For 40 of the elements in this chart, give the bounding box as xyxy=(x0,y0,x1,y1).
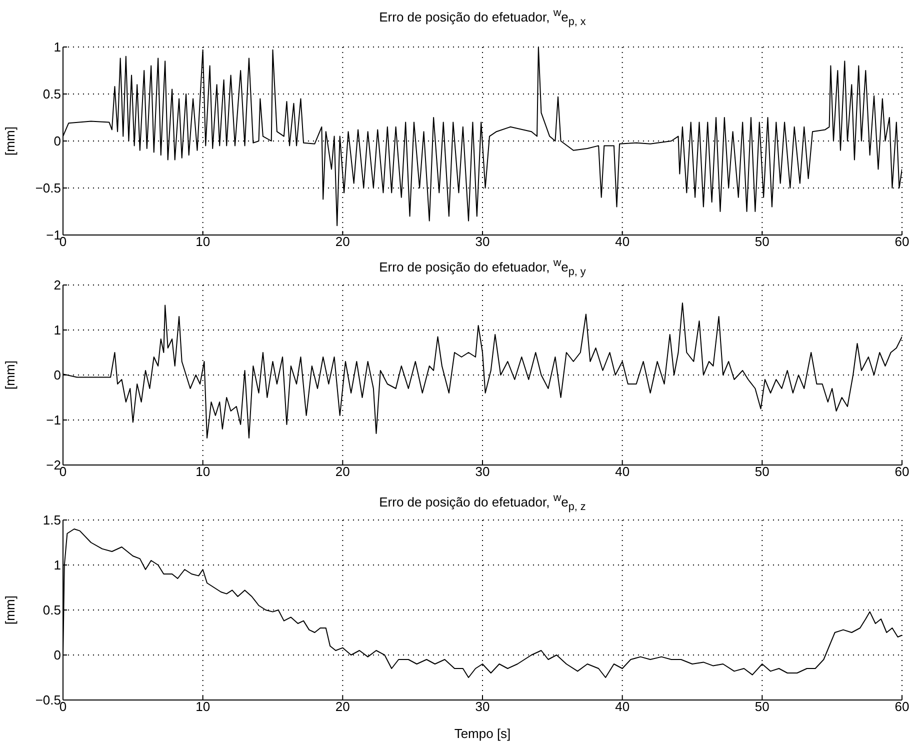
y-tick-label: −1 xyxy=(46,412,61,428)
y-tick-label: 1 xyxy=(54,322,61,338)
chart-title: Erro de posição do efetuador, $^{w}$e$_{p, y}$ xyxy=(378,256,587,280)
x-tick-label: 30 xyxy=(475,464,490,480)
x-tick-label: 30 xyxy=(475,699,490,714)
y-tick-label: 0 xyxy=(54,368,61,383)
x-tick-label: 50 xyxy=(754,234,770,250)
x-tick-label: 10 xyxy=(196,234,210,250)
x-tick-label: 60 xyxy=(894,699,909,714)
y-tick-label: 1 xyxy=(54,558,61,573)
x-tick-label: 10 xyxy=(196,699,210,714)
y-tick-label: 1 xyxy=(54,40,61,55)
x-tick-label: 60 xyxy=(894,234,909,250)
y-axis-title: [mm] xyxy=(2,126,18,156)
y-tick-label: 0 xyxy=(54,648,61,663)
x-axis-title: Tempo [s] xyxy=(454,726,511,742)
x-tick-label: 40 xyxy=(615,464,630,480)
y-tick-label: 1.5 xyxy=(42,512,61,528)
x-tick-label: 20 xyxy=(335,699,350,714)
x-tick-label: 10 xyxy=(196,464,210,480)
x-tick-label: 50 xyxy=(754,699,770,714)
x-tick-label: 40 xyxy=(615,699,630,714)
y-tick-label: 0.5 xyxy=(42,86,61,102)
y-tick-label: −1 xyxy=(46,228,61,243)
y-tick-label: −0.5 xyxy=(35,692,61,708)
x-tick-label: 20 xyxy=(335,464,350,480)
y-tick-label: −0.5 xyxy=(35,180,61,196)
y-tick-label: 0.5 xyxy=(42,602,61,618)
y-tick-label: −2 xyxy=(46,458,61,473)
y-tick-label: 2 xyxy=(54,278,61,293)
y-axis-title: [mm] xyxy=(2,360,18,390)
chart-title: Erro de posição do efetuador, $^{w}$e$_{p, z}$ xyxy=(378,491,587,515)
chart-title: Erro de posição do efetuador, $^{w}$e$_{p, x}$ xyxy=(378,6,587,30)
x-tick-label: 30 xyxy=(475,234,490,250)
y-axis-title: [mm] xyxy=(2,596,18,624)
x-tick-label: 40 xyxy=(615,234,630,250)
x-tick-label: 60 xyxy=(894,464,909,480)
x-tick-label: 20 xyxy=(335,234,350,250)
x-tick-label: 50 xyxy=(754,464,770,480)
y-tick-label: 0 xyxy=(54,134,61,149)
